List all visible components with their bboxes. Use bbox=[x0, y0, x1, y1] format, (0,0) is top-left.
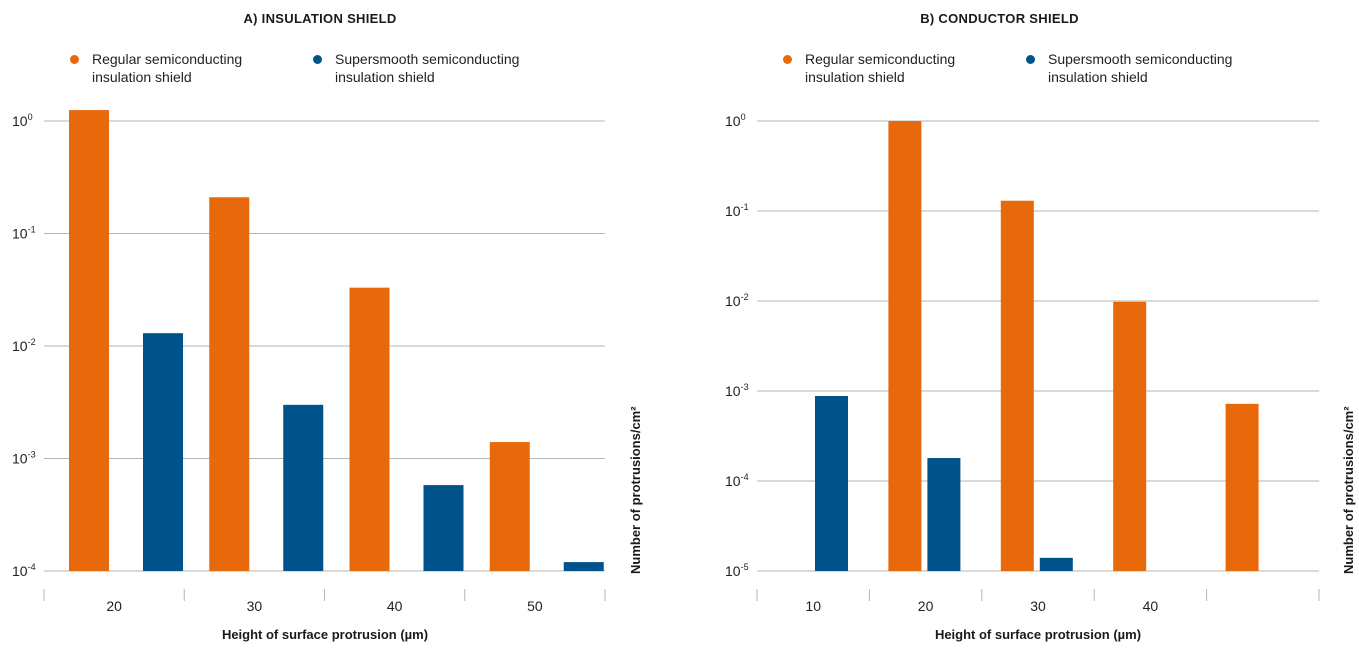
bar-supersmooth bbox=[423, 485, 464, 571]
x-tick-label: 40 bbox=[387, 598, 403, 614]
x-tick-label: 40 bbox=[1143, 598, 1159, 614]
legend-dot-supersmooth bbox=[313, 55, 322, 64]
chart-panel-conductor-shield: B) CONDUCTOR SHIELD Regular semiconducti… bbox=[680, 0, 1359, 648]
bar-regular bbox=[1225, 403, 1259, 571]
bar-regular bbox=[1000, 200, 1034, 571]
legend-label-supersmooth-line2: insulation shield bbox=[1048, 69, 1148, 85]
legend-label-regular-line2: insulation shield bbox=[92, 69, 192, 85]
legend-label-regular-line1: Regular semiconducting bbox=[92, 51, 243, 67]
bar-supersmooth bbox=[143, 333, 183, 571]
bar-supersmooth bbox=[815, 395, 848, 571]
bar-chart-insulation-shield: 100 10-1 10-2 10-3 10-4 20 30 40 50 bbox=[12, 110, 606, 614]
legend-label-supersmooth-line1: Supersmooth semiconducting bbox=[335, 51, 520, 67]
legend-label-supersmooth-line2: insulation shield bbox=[335, 69, 435, 85]
bar-supersmooth bbox=[563, 562, 604, 571]
x-tick-label: 30 bbox=[247, 598, 263, 614]
x-axis-title: Height of surface protrusion (µm) bbox=[221, 627, 429, 642]
y-tick-label: 10-4 bbox=[725, 472, 749, 489]
y-tick-label: 10-2 bbox=[12, 337, 36, 354]
y-axis-title: Number of protrusions/cm² bbox=[628, 406, 643, 574]
y-tick-label: 10-2 bbox=[725, 292, 749, 309]
y-tick-label: 10-1 bbox=[12, 225, 36, 242]
bar-regular bbox=[209, 197, 250, 571]
bar-regular bbox=[1113, 301, 1147, 571]
legend-dot-regular bbox=[70, 55, 79, 64]
y-axis-title: Number of protrusions/cm² bbox=[1341, 406, 1356, 574]
bar-regular bbox=[69, 110, 109, 571]
bar-supersmooth bbox=[927, 458, 961, 571]
x-tick-label: 10 bbox=[805, 598, 821, 614]
y-tick-label: 10-1 bbox=[725, 202, 749, 219]
legend-item-supersmooth: Supersmooth semiconducting insulation sh… bbox=[313, 50, 520, 86]
legend-dot-regular bbox=[783, 55, 792, 64]
x-tick-label: 30 bbox=[1030, 598, 1046, 614]
legend-label-supersmooth-line1: Supersmooth semiconducting bbox=[1048, 51, 1233, 67]
bar-regular bbox=[349, 287, 390, 571]
x-axis-title: Height of surface protrusion (µm) bbox=[934, 627, 1142, 642]
y-tick-label: 10-5 bbox=[725, 562, 749, 579]
bar-supersmooth bbox=[283, 404, 324, 571]
y-tick-label: 100 bbox=[725, 112, 746, 129]
y-tick-label: 10-3 bbox=[725, 382, 749, 399]
x-tick-label: 50 bbox=[527, 598, 543, 614]
y-tick-label: 10-4 bbox=[12, 562, 36, 579]
chart-title: A) INSULATION SHIELD bbox=[243, 11, 397, 26]
legend-dot-supersmooth bbox=[1026, 55, 1035, 64]
x-tick-label: 20 bbox=[106, 598, 122, 614]
legend-label-regular-line1: Regular semiconducting bbox=[805, 51, 956, 67]
legend-item-regular: Regular semiconducting insulation shield bbox=[783, 50, 956, 86]
bar-regular bbox=[888, 121, 922, 571]
bar-chart-conductor-shield: 100 10-1 10-2 10-3 10-4 10-5 10 20 30 40 bbox=[725, 112, 1320, 614]
bar-supersmooth bbox=[1039, 557, 1073, 571]
y-tick-label: 100 bbox=[12, 112, 33, 129]
legend-item-supersmooth: Supersmooth semiconducting insulation sh… bbox=[1026, 50, 1233, 86]
legend-item-regular: Regular semiconducting insulation shield bbox=[70, 50, 243, 86]
chart-panel-insulation-shield: A) INSULATION SHIELD Regular semiconduct… bbox=[12, 11, 643, 642]
x-tick-label: 20 bbox=[918, 598, 934, 614]
y-tick-label: 10-3 bbox=[12, 450, 36, 467]
chart-title: B) CONDUCTOR SHIELD bbox=[920, 11, 1079, 26]
legend-label-regular-line2: insulation shield bbox=[805, 69, 905, 85]
bar-regular bbox=[489, 442, 530, 571]
